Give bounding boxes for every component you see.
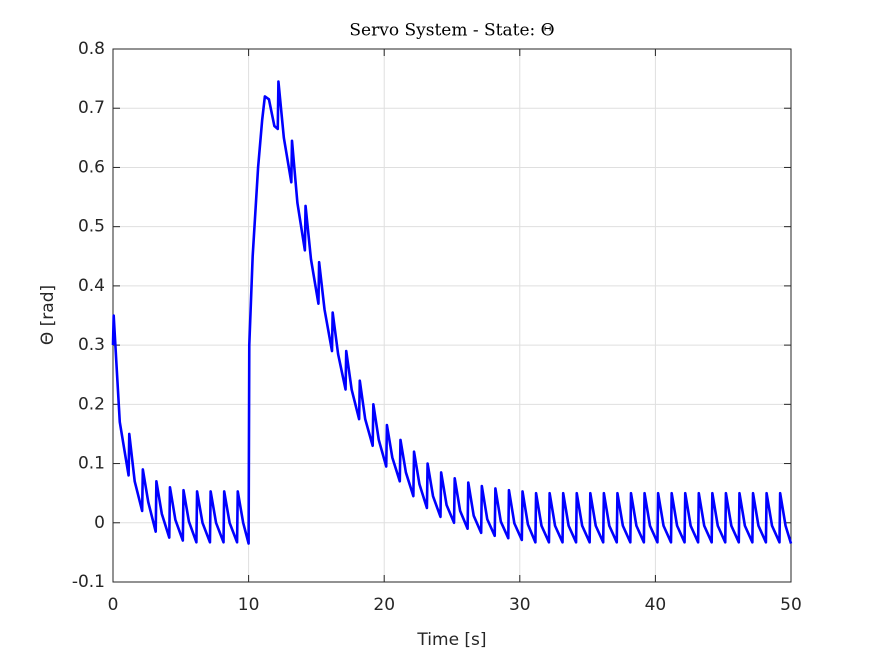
y-tick-label: 0.6 xyxy=(78,157,105,177)
x-tick-label: 30 xyxy=(509,595,531,615)
y-axis-label: Θ [rad] xyxy=(38,285,58,345)
y-tick-label: 0.4 xyxy=(78,276,105,296)
x-tick-label: 10 xyxy=(238,595,260,615)
x-axis-label: Time [s] xyxy=(416,630,486,650)
x-tick-label: 50 xyxy=(780,595,802,615)
x-tick-label: 40 xyxy=(645,595,667,615)
chart-title: Servo System - State: Θ xyxy=(349,21,554,41)
y-tick-label: 0.8 xyxy=(78,39,105,59)
y-tick-label: 0 xyxy=(94,513,105,533)
y-tick-label: 0.3 xyxy=(78,335,105,355)
y-tick-label: 0.2 xyxy=(78,394,105,414)
data-line xyxy=(111,80,793,545)
y-tick-label: 0.5 xyxy=(78,217,105,237)
y-tick-label: 0.1 xyxy=(78,454,105,474)
y-tick-label: 0.7 xyxy=(78,98,105,118)
x-tick-label: 20 xyxy=(373,595,395,615)
y-tick-label: -0.1 xyxy=(72,572,105,592)
x-tick-label: 0 xyxy=(108,595,119,615)
